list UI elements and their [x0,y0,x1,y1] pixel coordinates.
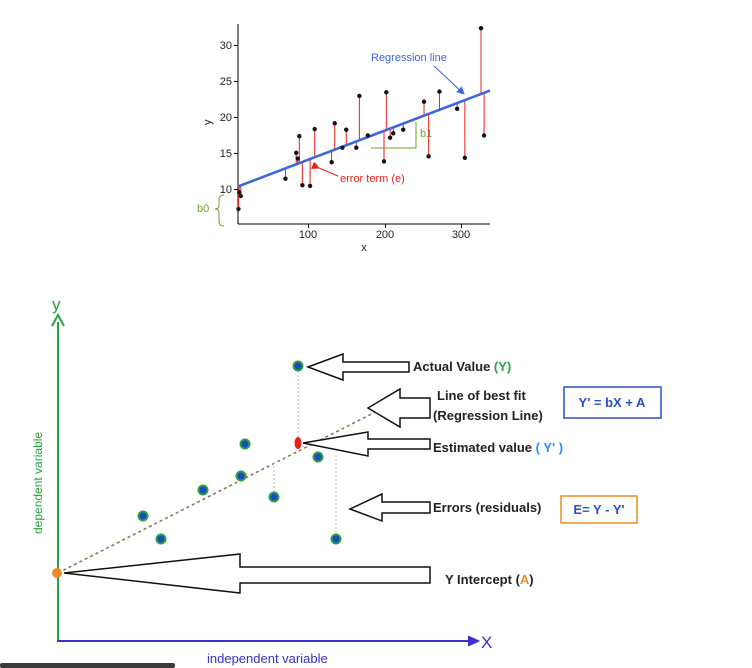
error-equation-text: E= Y - Y' [573,502,624,517]
data-point [239,438,251,450]
diagram-y-arrowhead [51,312,65,327]
scatter-point [344,127,349,132]
y-tick-label: 25 [220,76,232,88]
data-point [268,491,280,503]
data-point [312,451,324,463]
x-tick-label: 100 [299,229,317,241]
scatter-point [354,145,359,150]
scatter-point [329,159,334,165]
scatter-point [384,90,389,95]
actual-value-label: Actual Value (Y) [413,359,511,374]
y-intercept-label: Y Intercept (A) [445,572,534,587]
top-x-axis-label: x [361,242,367,254]
y-tick-label: 15 [220,148,232,160]
data-point [197,484,209,496]
best-fit-line [57,396,406,574]
scatter-point [297,134,302,139]
diagram-points [137,360,342,545]
equation-text: Y' = bX + A [579,395,647,410]
data-point [155,533,167,545]
y-tick-label: 10 [220,184,232,196]
scatter-point [237,190,242,195]
scatter-point [283,176,288,181]
x-tick-label: 300 [452,229,470,241]
scatter-point [307,183,313,189]
x-axis-title: independent variable [207,651,328,666]
data-point [137,510,149,522]
best-fit-label-line1: Line of best fit [437,388,527,403]
y-intercept-marker [52,568,62,578]
y-intercept-arrow [63,553,431,594]
scatter-point [421,99,427,104]
scatter-point [357,93,362,99]
error-term-arrow [310,161,339,177]
scatter-point [381,159,387,164]
regression-line [237,89,491,188]
b1-label: b1 [420,128,432,140]
scatter-point [391,131,396,136]
top-x-ticks: 100 200 300 [299,224,470,241]
error-term-label: error term (e) [340,173,405,185]
scatter-point [236,206,241,212]
b0-label: b0 [197,203,209,215]
data-point [235,470,247,482]
scatter-point [454,106,460,112]
actual-value-symbol: (Y) [494,359,511,374]
top-regression-chart: 10 15 20 25 30 100 200 300 y x b1 b0 [197,24,491,254]
diagram-y-letter: y [52,295,61,314]
errors-label: Errors (residuals) [433,500,541,515]
best-fit-label-line2: (Regression Line) [433,408,543,423]
errors-arrow [348,492,431,523]
regression-label-arrow [433,65,465,95]
actual-value-arrow [305,352,410,382]
scatter-point [312,126,317,132]
error-equation-box [560,495,638,524]
diagram-x-letter: X [481,633,492,652]
top-y-axis-label: y [202,119,214,125]
estimated-value-label: Estimated value ( Y' ) [433,440,563,455]
y-axis-title: dependent variable [31,432,45,534]
b1-slope-bracket: b1 [371,122,432,149]
top-y-ticks: 10 15 20 25 30 [220,40,238,196]
scatter-point [332,121,337,126]
scatter-point [340,145,345,150]
b0-intercept-bracket: b0 [197,194,225,227]
scatter-point [437,89,442,94]
estimated-value-arrow [302,431,431,457]
scatter-point [300,182,305,188]
scatter-points [236,26,487,212]
data-point [292,360,304,372]
estimated-value-symbol: ( Y' ) [536,440,563,455]
scatter-point [478,26,484,31]
best-fit-arrow [366,387,431,429]
y-tick-label: 20 [220,112,232,124]
scatter-point [426,154,431,159]
estimated-value-marker [294,437,302,449]
data-point [330,533,342,545]
scatter-point [481,133,487,138]
y-intercept-symbol: A [520,572,530,587]
x-tick-label: 200 [376,229,394,241]
scatter-point [387,135,393,140]
equation-box [563,386,662,419]
diagram-x-arrowhead [467,635,481,647]
y-tick-label: 30 [220,40,232,52]
regression-line-label: Regression line [371,52,447,64]
scatter-point [295,156,300,161]
scatter-point [365,133,371,138]
scrollbar-thumb[interactable] [0,663,175,668]
scatter-point [238,193,243,199]
regression-diagram: y X dependent variable independent varia… [31,295,662,666]
scatter-point [401,127,406,132]
scatter-point [462,155,468,161]
scatter-point [294,150,299,155]
